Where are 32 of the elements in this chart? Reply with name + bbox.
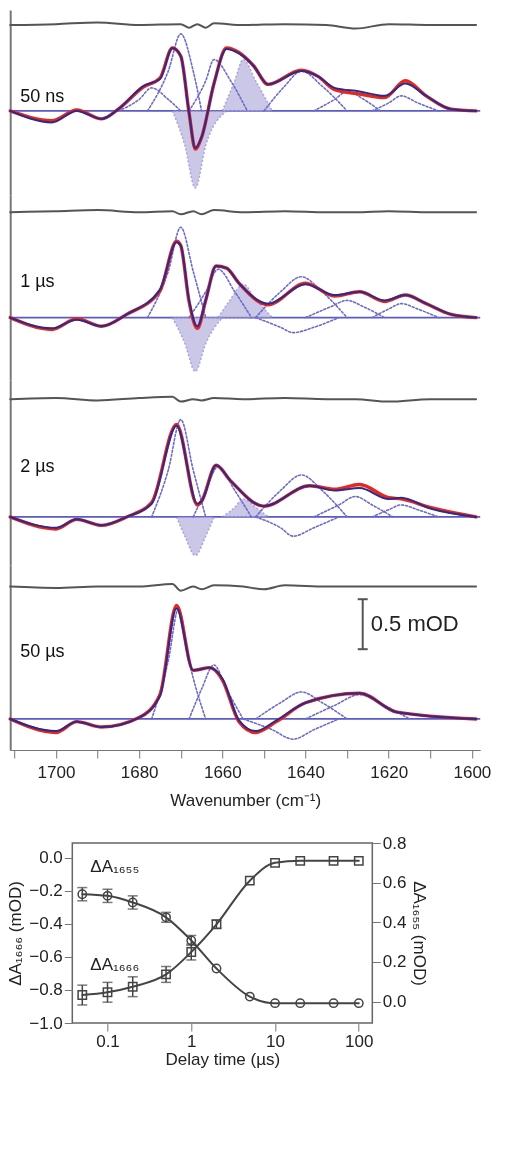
x-tick-label: 1600 [453, 762, 492, 782]
annotation: 2 µs [20, 455, 55, 476]
x-tick-label: 1660 [203, 762, 242, 782]
y2-tick-label: 0.6 [382, 873, 407, 893]
y-tick-label: −1.0 [29, 1013, 63, 1033]
y2-tick-label: 0.8 [382, 833, 407, 853]
y-tick-label: 0.0 [39, 848, 63, 868]
x-tick-label: 0.1 [96, 1031, 120, 1051]
annotation: 50 µs [20, 640, 65, 661]
y-tick-label: −0.2 [29, 881, 63, 901]
x-tick-label: 100 [345, 1031, 374, 1051]
x-tick-label: 1700 [37, 762, 76, 782]
x-axis-title: Wavenumber (cm⁻¹) [170, 790, 322, 810]
x-tick-label: 1640 [287, 762, 325, 782]
x-tick-label: 1 [187, 1031, 197, 1051]
x-tick-label: 1620 [370, 762, 409, 782]
y-tick-label: −0.8 [29, 980, 63, 1000]
annotation: 0.5 mOD [370, 611, 459, 637]
y2-axis-title: ΔA₁₆₅₅ (mOD) [410, 881, 430, 986]
y-tick-label: −0.4 [29, 914, 63, 934]
x-tick-label: 1680 [120, 762, 159, 782]
y2-tick-label: 0.4 [382, 912, 407, 932]
x-axis-title: Delay time (µs) [165, 1049, 281, 1069]
annotation: ΔA₁₆₅₅ [90, 857, 140, 876]
y-tick-label: −0.6 [29, 947, 63, 967]
x-tick-label: 10 [266, 1031, 285, 1051]
annotation: ΔA₁₆₆₆ [90, 955, 140, 974]
y2-tick-label: 0.0 [382, 992, 407, 1012]
annotation: 1 µs [20, 270, 55, 291]
annotation: 50 ns [20, 85, 65, 106]
y-axis-title: ΔA₁₆₆₆ (mOD) [6, 881, 26, 986]
y2-tick-label: 0.2 [382, 952, 407, 972]
